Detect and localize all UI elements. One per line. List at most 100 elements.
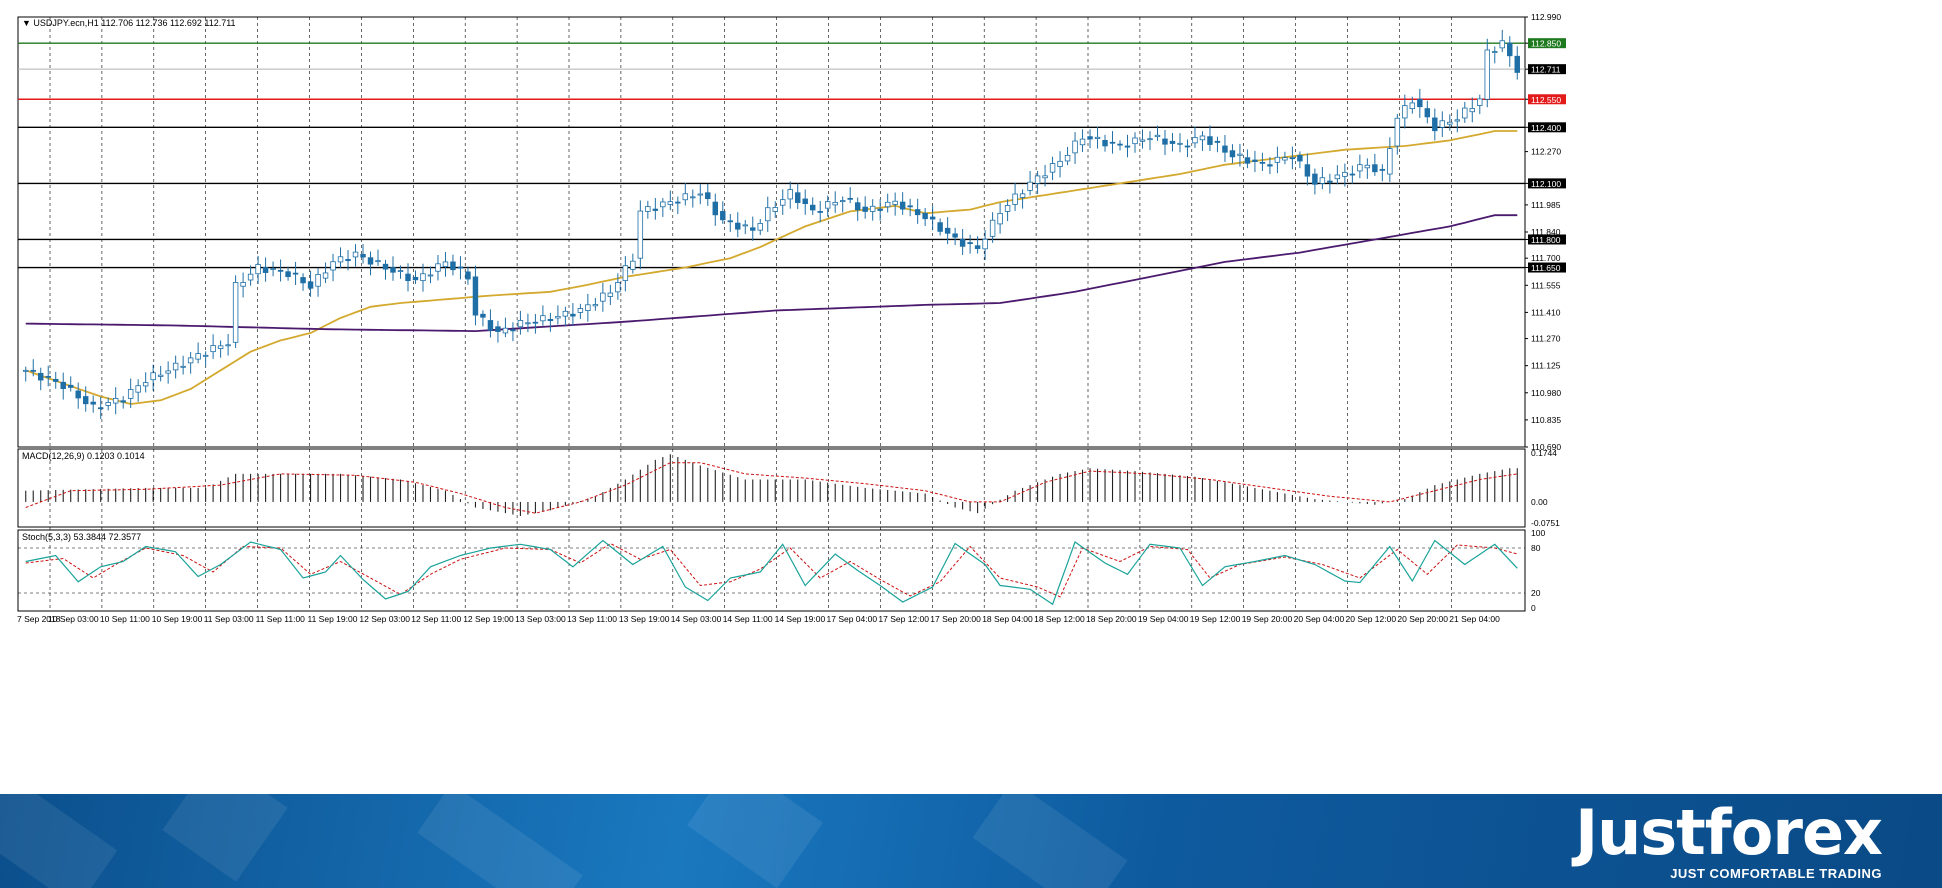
candle-body [682,193,689,201]
candle-body [585,304,591,311]
candle-body [1334,174,1341,180]
candle-body [82,396,89,405]
candle-body [457,266,464,269]
candle-body [1424,108,1431,118]
price-axis-label: 111.555 [1531,280,1561,290]
candle-body [307,281,314,289]
candle-body [824,201,831,209]
candle-body [165,370,171,374]
x-tick-label: 11 Sep 03:00 [204,614,254,624]
candle-body [487,320,494,331]
candle-body [742,224,748,227]
level-price-label: 112.100 [1531,179,1561,189]
candle-body [765,207,771,222]
candle-body [390,267,396,273]
x-tick-label: 14 Sep 19:00 [775,614,826,624]
candle-body [1019,193,1026,198]
candle-body [914,209,921,216]
candle-body [1462,107,1468,119]
price-axis-label: 110.980 [1531,388,1561,398]
candle-body [1432,117,1438,132]
candle-body [300,277,306,284]
candle-body [982,238,988,250]
candle-body [937,222,943,232]
level-price-box [1528,234,1566,245]
candle-body [480,313,486,318]
candle-body [1087,136,1093,140]
candle-body [187,357,194,364]
candle-body [989,219,996,237]
candle-body [1349,173,1356,176]
candle-body [600,292,606,302]
candle-body [809,204,816,211]
candle-body [1064,154,1071,162]
panel-frame-2 [17,448,1526,528]
candle-body [1372,164,1378,173]
candle-body [517,320,524,328]
candle-body [877,208,883,211]
candle-body [1169,140,1176,144]
candle-body [1454,119,1461,122]
candle-body [225,344,231,347]
candle-body [1364,164,1371,169]
candle-body [1514,55,1520,73]
candle-body [1154,134,1161,138]
candle-body [1439,120,1446,128]
candle-body [1124,145,1131,148]
price-panel-title: ▼ USDJPY.ecn,H1 112.706 112.736 112.692 … [22,18,236,28]
candle-body [772,207,778,212]
candle-body [427,274,434,277]
x-tick-label: 11 Sep 19:00 [308,614,358,624]
level-price-label: 112.850 [1531,39,1561,49]
candle-body [817,211,823,213]
candle-body [1214,140,1221,143]
macd-signal-line [25,462,1518,514]
candle-body [90,401,96,405]
candle-body [397,270,404,272]
candle-body [652,208,659,211]
last-price-box [1528,64,1566,75]
candle-body [1304,164,1311,177]
candle-body [712,201,719,216]
candle-body [232,282,239,343]
x-tick-label: 13 Sep 03:00 [515,614,566,624]
x-tick-label: 20 Sep 12:00 [1346,614,1397,624]
level-price-label: 112.400 [1531,123,1561,133]
candle-body [322,272,329,279]
price-axis-label: 112.990 [1531,12,1561,22]
moving-average-line-2 [25,214,1518,333]
candle-body [382,263,389,270]
candle-body [1229,150,1236,158]
x-tick-label: 10 Sep 03:00 [48,614,99,624]
candle-body [720,211,726,221]
candle-body [645,206,651,212]
candle-body [750,227,756,231]
candle-body [1117,143,1123,146]
candle-body [217,345,224,349]
candle-body [53,378,59,382]
x-tick-label: 7 Sep 2018 [17,614,61,624]
x-tick-label: 12 Sep 11:00 [411,614,461,624]
candle-body [337,256,344,263]
candle-body [202,354,209,357]
candle-body [127,389,134,399]
candle-body [330,261,336,271]
candle-body [1057,160,1063,167]
candle-body [967,242,973,244]
brand-logo-text[interactable]: Justforex [1575,796,1883,869]
candle-body [675,201,681,204]
candle-body [180,365,186,368]
candle-body [172,362,179,371]
candle-body [577,308,584,313]
candle-body [1147,138,1153,141]
candle-body [884,201,891,208]
candle-body [30,369,36,372]
candle-body [1207,136,1213,145]
x-tick-label: 13 Sep 19:00 [619,614,670,624]
candle-body [899,201,906,210]
moving-average-line-1 [25,130,1518,405]
candle-body [135,385,141,393]
candle-body [442,261,449,267]
candle-body [660,201,666,208]
